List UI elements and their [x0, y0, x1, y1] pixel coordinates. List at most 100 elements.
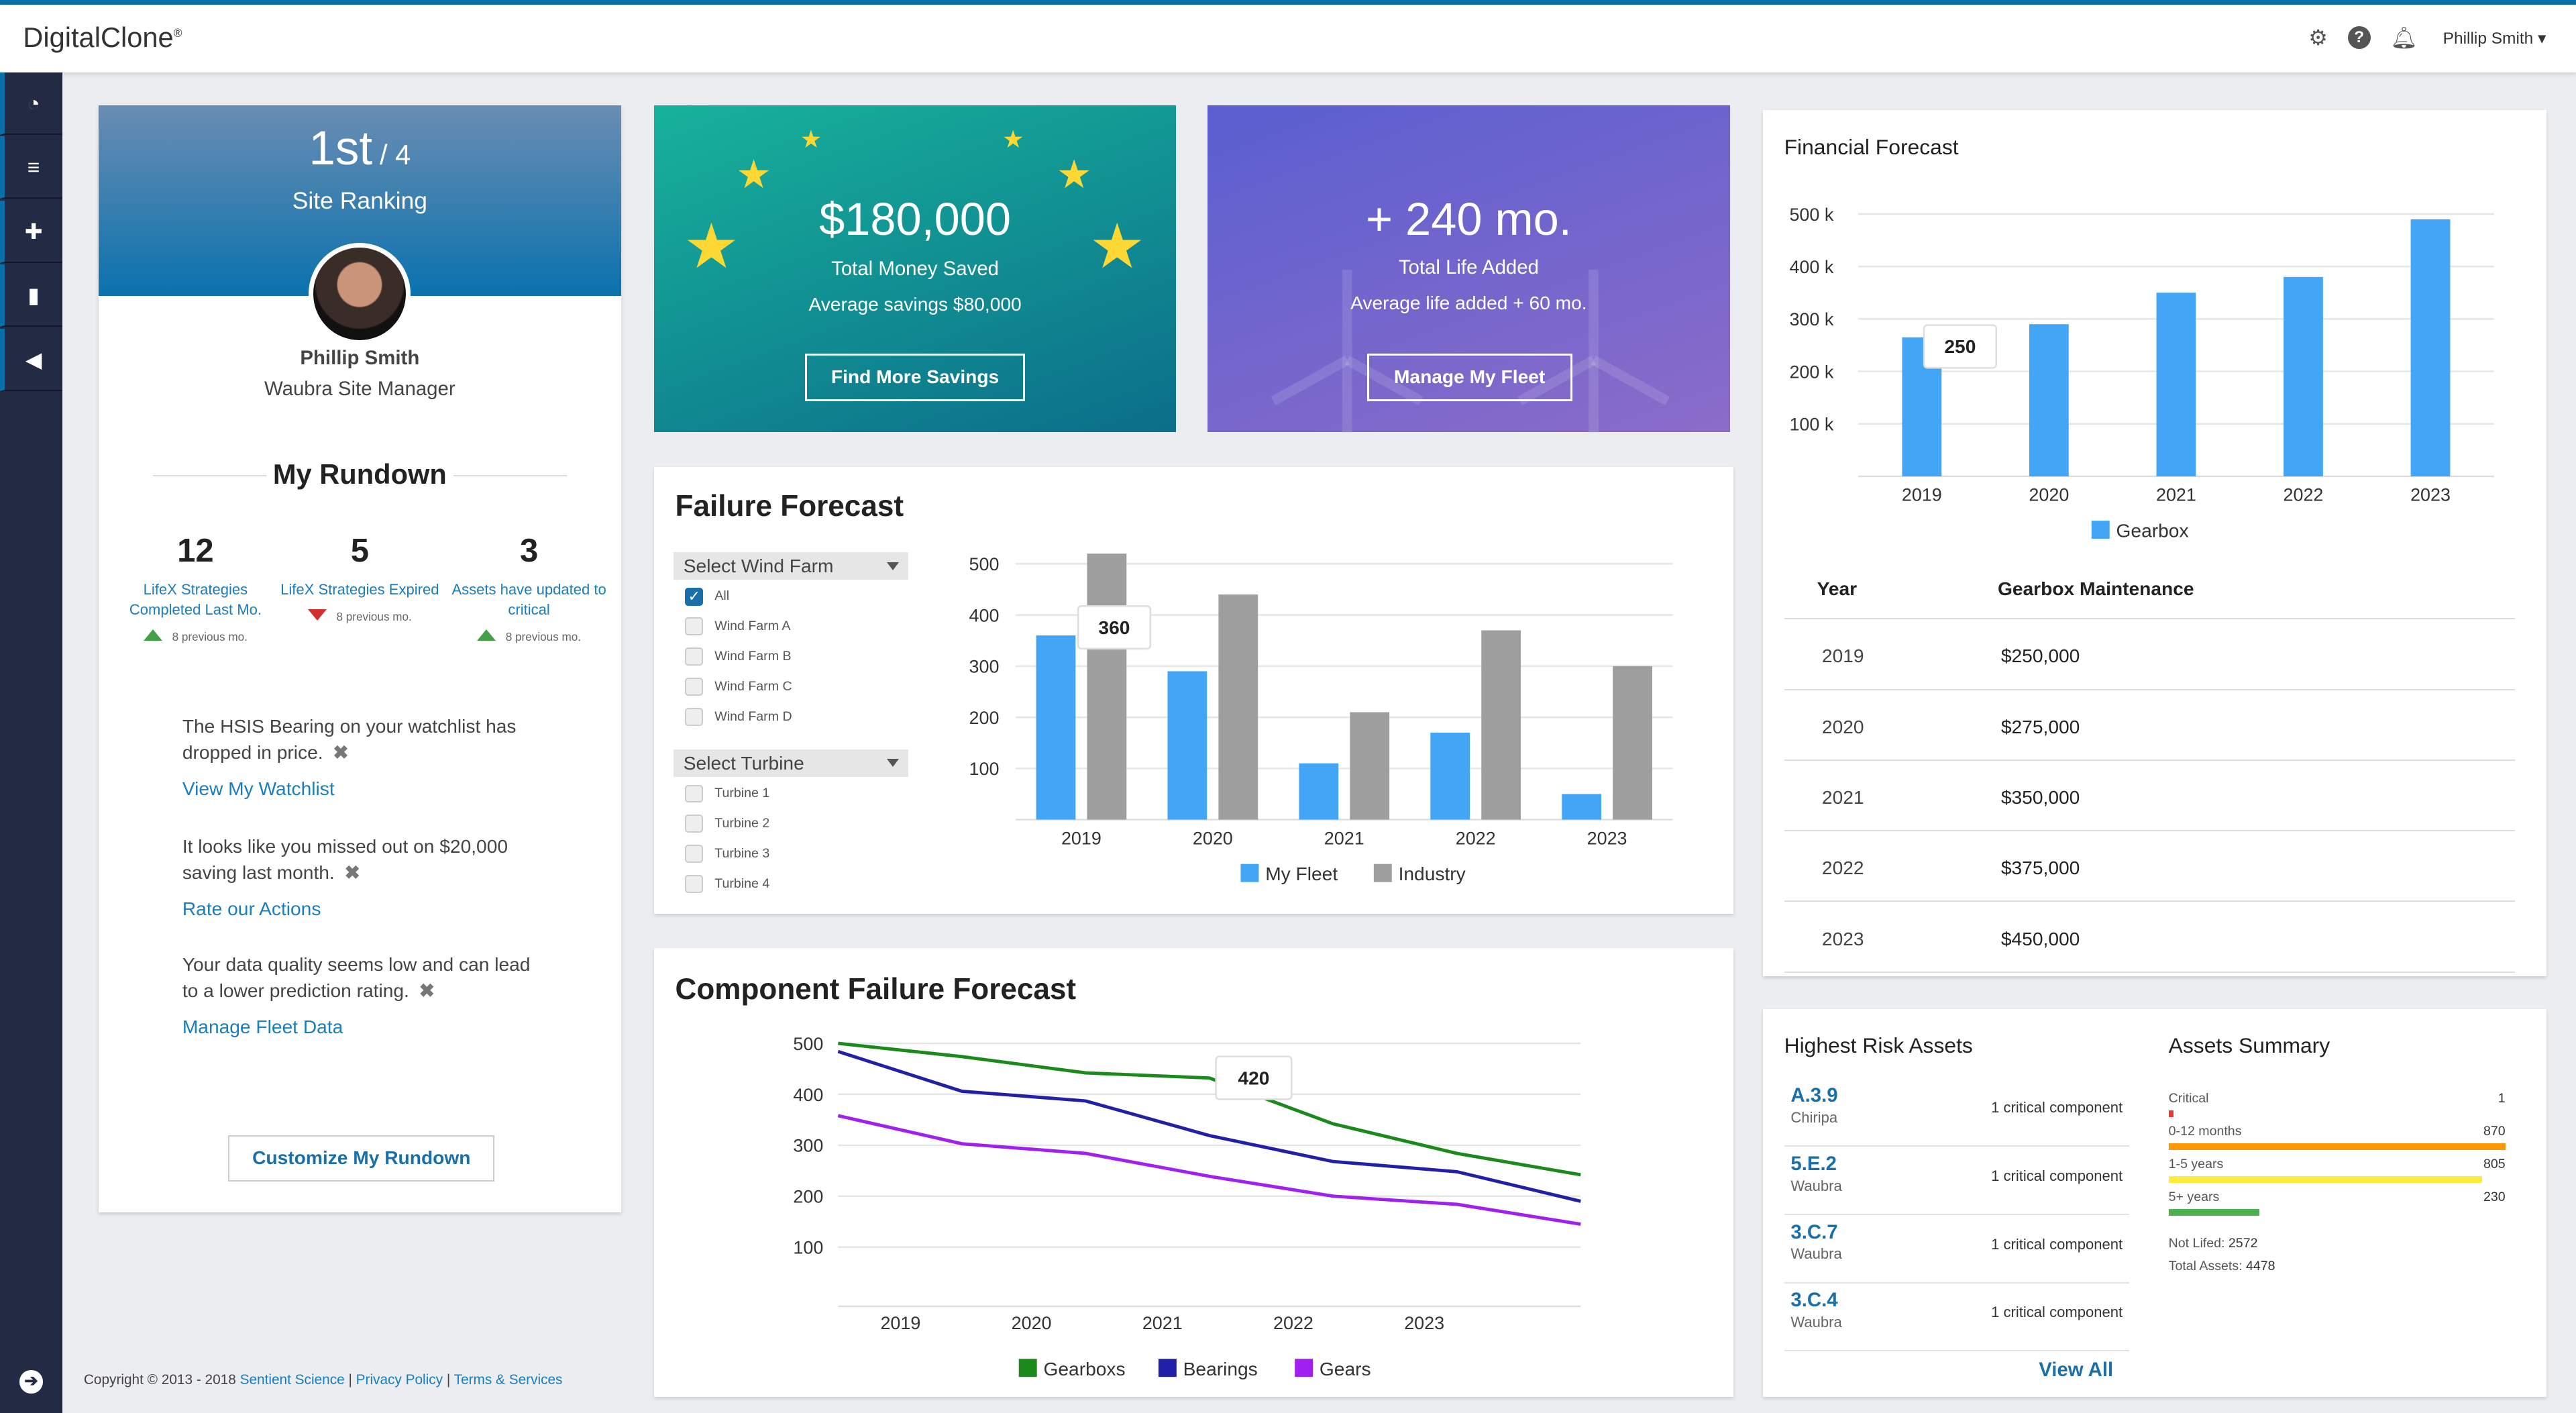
terms-link[interactable]: Terms & Services: [453, 1371, 563, 1388]
checkbox-turbine-1[interactable]: Turbine 1: [685, 784, 769, 803]
checkbox-box[interactable]: [685, 678, 704, 696]
find-more-savings-button[interactable]: Find More Savings: [804, 353, 1026, 401]
checkbox-turbine-4[interactable]: Turbine 4: [685, 874, 769, 894]
wind-farm-select[interactable]: Select Wind Farm: [674, 552, 909, 580]
close-icon[interactable]: ✖: [419, 980, 435, 1002]
clipboard-icon: ▮: [28, 283, 40, 308]
line-gearboxs[interactable]: [837, 1041, 1581, 1177]
sidebar-item-megaphone[interactable]: ◀: [0, 328, 63, 391]
company-link[interactable]: Sentient Science: [239, 1371, 345, 1388]
arrow-circle-right-icon[interactable]: ➔: [19, 1370, 43, 1394]
legend-label[interactable]: Gearbox: [2116, 521, 2188, 541]
legend-label[interactable]: Industry: [1398, 864, 1466, 885]
bell-icon[interactable]: 🔔︎: [2390, 25, 2418, 50]
tooltip: [1077, 605, 1151, 650]
risk-asset-row[interactable]: 5.E.2 Waubra 1 critical component: [1784, 1146, 2129, 1215]
checkbox-wind-farm-b[interactable]: Wind Farm B: [685, 647, 792, 666]
checkbox-box[interactable]: ✓: [685, 587, 704, 606]
asset-id-link[interactable]: 3.C.7: [1790, 1220, 1838, 1243]
checkbox-wind-farm-c[interactable]: Wind Farm C: [685, 677, 792, 696]
view-all-link[interactable]: View All: [2039, 1359, 2114, 1381]
checkbox-box[interactable]: [685, 647, 704, 666]
bar-industry-2023[interactable]: [1612, 666, 1652, 821]
sidebar-item-database[interactable]: ≡: [0, 136, 63, 199]
legend-label[interactable]: Gears: [1320, 1359, 1371, 1379]
privacy-policy-link[interactable]: Privacy Policy: [356, 1371, 443, 1388]
customize-rundown-button[interactable]: Customize My Rundown: [228, 1135, 495, 1182]
x-tick-label: 2022: [1273, 1313, 1313, 1333]
bar-industry-2022[interactable]: [1481, 630, 1521, 821]
bar-my-fleet-2023[interactable]: [1561, 794, 1601, 821]
medkit-icon: ✚: [24, 219, 43, 244]
rate-actions-link[interactable]: Rate our Actions: [182, 898, 321, 919]
close-icon[interactable]: ✖: [344, 861, 361, 883]
summary-value: 805: [2483, 1157, 2506, 1172]
legend-label[interactable]: My Fleet: [1265, 864, 1338, 885]
checkbox-turbine-3[interactable]: Turbine 3: [685, 844, 769, 863]
user-menu[interactable]: Phillip Smith ▾: [2443, 29, 2546, 48]
asset-detail: 1 critical component: [1991, 1304, 2123, 1321]
manage-fleet-button[interactable]: Manage My Fleet: [1366, 353, 1572, 401]
y-tick-label: 100 k: [1789, 415, 1833, 435]
bar-industry-2019[interactable]: [1086, 554, 1126, 821]
column-header-year: Year: [1817, 578, 1858, 600]
checkbox-box[interactable]: [685, 617, 704, 636]
bar-my-fleet-2021[interactable]: [1298, 764, 1338, 821]
bar-gearbox-2022[interactable]: [2283, 277, 2323, 477]
checkbox-label: Turbine 4: [714, 876, 770, 891]
bar-my-fleet-2019[interactable]: [1036, 635, 1075, 821]
risk-asset-row[interactable]: 3.C.7 Waubra 1 critical component: [1784, 1214, 2129, 1284]
cell-amount: $450,000: [2000, 928, 2080, 949]
line-bearings[interactable]: [837, 1049, 1581, 1203]
stat-label[interactable]: LifeX Strategies Expired: [280, 581, 439, 598]
close-icon[interactable]: ✖: [333, 742, 349, 764]
bar-gearbox-2020[interactable]: [2029, 324, 2069, 477]
view-watchlist-link[interactable]: View My Watchlist: [182, 778, 335, 799]
checkbox-all[interactable]: ✓ All: [685, 586, 729, 606]
x-tick-label: 2023: [2410, 485, 2451, 505]
checkbox-turbine-2[interactable]: Turbine 2: [685, 814, 769, 833]
stat-prev: 8 previous mo.: [336, 610, 412, 624]
bar-my-fleet-2020[interactable]: [1167, 671, 1207, 821]
asset-id-link[interactable]: 3.C.4: [1790, 1289, 1838, 1312]
manage-fleet-data-link[interactable]: Manage Fleet Data: [182, 1016, 343, 1038]
legend-label[interactable]: Gearboxs: [1043, 1359, 1125, 1379]
asset-id-link[interactable]: 5.E.2: [1790, 1152, 1837, 1175]
risk-asset-row[interactable]: A.3.9 Chiripa 1 critical component: [1784, 1078, 2129, 1147]
gear-icon[interactable]: ⚙: [2308, 25, 2328, 50]
sidebar-item-medkit[interactable]: ✚: [0, 200, 63, 263]
turbine-select[interactable]: Select Turbine: [674, 749, 909, 778]
checkbox-label: Turbine 1: [714, 786, 770, 801]
cell-amount: $250,000: [2000, 645, 2080, 667]
stat-value: 12: [177, 533, 214, 570]
x-tick-label: 2019: [1061, 829, 1101, 849]
logo[interactable]: DigitalClone®: [23, 21, 182, 54]
stat-value: 3: [519, 533, 539, 570]
sidebar-item-dashboard[interactable]: ◔: [0, 72, 63, 135]
checkbox-wind-farm-d[interactable]: Wind Farm D: [685, 707, 792, 727]
checkbox-box[interactable]: [685, 874, 704, 893]
checkbox-wind-farm-a[interactable]: Wind Farm A: [685, 617, 790, 636]
stat-label[interactable]: LifeX Strategies Completed Last Mo.: [129, 581, 262, 618]
bar-gearbox-2021[interactable]: [2156, 293, 2196, 477]
asset-detail: 1 critical component: [1991, 1099, 2123, 1116]
legend-label[interactable]: Bearings: [1183, 1359, 1257, 1379]
bar-industry-2021[interactable]: [1349, 712, 1389, 821]
help-icon[interactable]: ?: [2347, 26, 2371, 50]
bar-industry-2020[interactable]: [1218, 594, 1258, 821]
stat-label[interactable]: Assets have updated to critical: [451, 581, 606, 618]
asset-id-link[interactable]: A.3.9: [1790, 1084, 1838, 1107]
checkbox-box[interactable]: [685, 784, 704, 803]
checkbox-box[interactable]: [685, 815, 704, 833]
risk-asset-row[interactable]: 3.C.4 Waubra 1 critical component: [1784, 1282, 2129, 1352]
checkbox-box[interactable]: [685, 845, 704, 863]
x-tick-label: 2020: [1011, 1313, 1051, 1333]
sidebar-item-clipboard[interactable]: ▮: [0, 264, 63, 327]
bar-gearbox-2023[interactable]: [2410, 219, 2451, 477]
bar-my-fleet-2022[interactable]: [1430, 733, 1470, 821]
checkbox-box[interactable]: [685, 707, 704, 726]
line-gears[interactable]: [837, 1114, 1581, 1226]
table-row: 2019 $250,000: [1784, 619, 2516, 690]
life-label: Total Life Added: [1398, 256, 1539, 279]
summary-row: 5+ years 230: [2168, 1190, 2506, 1219]
